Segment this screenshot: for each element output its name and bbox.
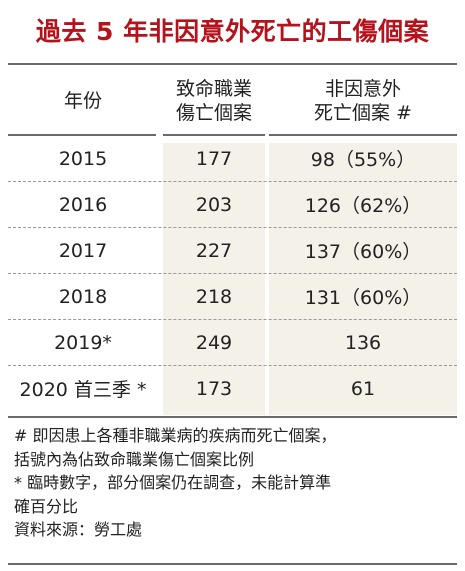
cell-non-accidental: 126（62%） [304, 195, 422, 217]
table-row: 2018 218 131（60%） [8, 274, 457, 320]
cell-fatal: 249 [195, 331, 233, 354]
header-underline-non-accidental [269, 134, 457, 136]
column-shade-fatal [163, 143, 265, 415]
header-year: 年份 [8, 70, 158, 132]
column-shade-non-accidental [269, 143, 457, 415]
page-title: 過去 5 年非因意外死亡的工傷個案 [35, 17, 430, 46]
cell-fatal: 227 [195, 239, 233, 262]
table-bottom-rule [8, 416, 457, 418]
header-underline-year [8, 134, 156, 136]
footnote-hash-line1: # 即因患上各種非職業病的疾病而死亡個案， [14, 426, 337, 445]
cell-year: 2020 首三季 * [19, 379, 147, 401]
cell-non-accidental: 131（60%） [304, 287, 422, 309]
cell-fatal: 203 [195, 193, 233, 216]
source-note: 資料來源：勞工處 [14, 520, 143, 539]
cell-fatal: 218 [195, 285, 233, 308]
table-row: 2016 203 126（62%） [8, 182, 457, 228]
header-fatal-line1: 致命職業 [175, 78, 252, 100]
end-rule [8, 563, 457, 565]
footnote-star-line2: 確百分比 [14, 496, 79, 516]
table-row: 2019* 249 136 [8, 320, 457, 366]
header-underline-fatal [163, 134, 265, 136]
cell-year: 2015 [58, 147, 108, 170]
cell-year: 2017 [58, 239, 108, 262]
cell-year: 2019* [54, 331, 112, 354]
header-fatal: 致命職業 傷亡個案 [163, 70, 265, 132]
header-nonacc-line2: 死亡個案 # [314, 102, 412, 124]
header-year-label: 年份 [63, 90, 102, 112]
footnote-star-line1: * 臨時數字，部分個案仍在調查，未能計算準 [14, 473, 332, 492]
header-fatal-line2: 傷亡個案 [175, 102, 252, 124]
cell-year: 2018 [58, 285, 108, 308]
cell-year: 2016 [58, 193, 108, 216]
cell-non-accidental: 61 [350, 377, 376, 400]
table-row: 2015 177 98（55%） [8, 136, 457, 182]
footnotes: # 即因患上各種非職業病的疾病而死亡個案， 括號內為佔致命職業傷亡個案比例 * … [14, 424, 454, 542]
header-non-accidental: 非因意外 死亡個案 # [269, 70, 457, 132]
footnote-hash-line2: 括號內為佔致命職業傷亡個案比例 [14, 449, 255, 469]
cell-non-accidental: 98（55%） [310, 149, 416, 171]
top-rule [8, 63, 457, 65]
cell-non-accidental: 136 [344, 331, 382, 354]
table-row: 2017 227 137（60%） [8, 228, 457, 274]
header-nonacc-line1: 非因意外 [324, 78, 401, 100]
cell-fatal: 177 [195, 147, 233, 170]
table-row: 2020 首三季 * 173 61 [8, 366, 457, 412]
cell-fatal: 173 [195, 377, 233, 400]
cell-non-accidental: 137（60%） [304, 241, 422, 263]
